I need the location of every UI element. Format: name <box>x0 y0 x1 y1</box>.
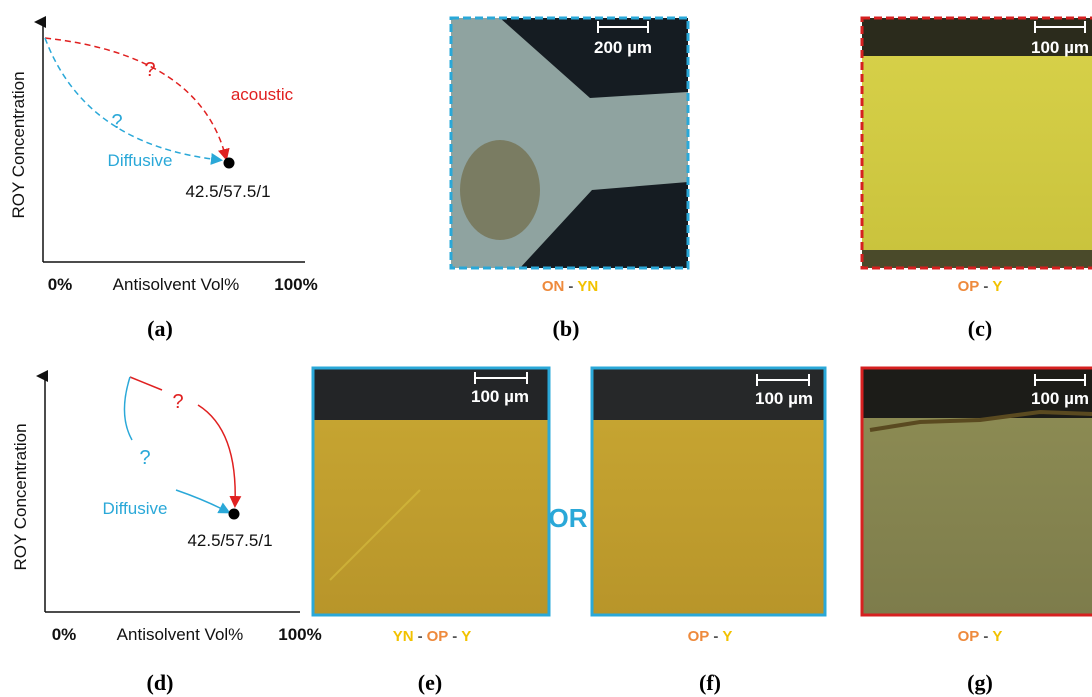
acoustic-path <box>198 405 235 505</box>
caption-part: - <box>568 278 573 295</box>
diagram-d: ? ? Diffusive 42.5/57.5/1 ROY Concentrat… <box>11 376 322 695</box>
diffusive-label: Diffusive <box>103 499 168 518</box>
scale-bar-label: 100 µm <box>1031 38 1089 57</box>
panel-label: (f) <box>699 670 721 695</box>
caption: ON-YN <box>542 278 598 295</box>
question: ? <box>139 447 150 469</box>
panel-label: (c) <box>968 316 992 341</box>
caption-part: Y <box>461 628 471 645</box>
micrograph-c: 100 µm OP-Y (c) <box>862 18 1092 341</box>
caption-part: OP <box>427 628 449 645</box>
diffusive-path <box>176 490 228 512</box>
x-axis-label: Antisolvent Vol% <box>117 625 244 644</box>
caption-part: OP <box>688 628 710 645</box>
caption-part: Y <box>992 278 1002 295</box>
caption-part: ON <box>542 278 565 295</box>
caption-part: - <box>983 628 988 645</box>
x-axis-label: Antisolvent Vol% <box>113 275 240 294</box>
caption-part: Y <box>722 628 732 645</box>
panel-label: (g) <box>967 670 993 695</box>
caption-part: - <box>452 628 457 645</box>
caption: OP-Y <box>958 278 1003 295</box>
micrograph-b: 200 µm ON-YN (b) <box>451 18 688 341</box>
point-label: 42.5/57.5/1 <box>187 531 272 550</box>
or-label: OR <box>549 503 588 533</box>
caption-part: YN <box>577 278 598 295</box>
question: ? <box>144 59 155 81</box>
diffusive-label: Diffusive <box>108 151 173 170</box>
y-axis-label: ROY Concentration <box>11 423 30 570</box>
caption: YN-OP-Y <box>393 628 472 645</box>
caption-part: Y <box>992 628 1002 645</box>
caption: OP-Y <box>688 628 733 645</box>
caption-part: OP <box>958 628 980 645</box>
y-axis-label: ROY Concentration <box>9 71 28 218</box>
panel-label: (b) <box>553 316 580 341</box>
caption-part: - <box>713 628 718 645</box>
point <box>229 509 240 520</box>
scale-bar-label: 100 µm <box>755 389 813 408</box>
figure: ? acoustic ? Diffusive 42.5/57.5/1 ROY C… <box>0 0 1092 697</box>
caption: OP-Y <box>958 628 1003 645</box>
panel-label: (e) <box>418 670 442 695</box>
caption-part: - <box>983 278 988 295</box>
diagram-a: ? acoustic ? Diffusive 42.5/57.5/1 ROY C… <box>9 22 318 341</box>
point <box>224 158 235 169</box>
micrograph-e: 100 µm YN-OP-Y (e) <box>313 368 549 695</box>
x-end: 100% <box>278 625 321 644</box>
caption-part: YN <box>393 628 414 645</box>
acoustic-label: acoustic <box>231 85 294 104</box>
panel-label: (d) <box>147 670 174 695</box>
question: ? <box>111 111 122 133</box>
micrograph-g: 100 µm OP-Y (g) <box>862 368 1092 695</box>
micrograph-f: 100 µm OP-Y (f) <box>592 368 825 695</box>
acoustic-path <box>45 38 226 158</box>
scale-bar-label: 100 µm <box>1031 389 1089 408</box>
question: ? <box>172 391 183 413</box>
panel-label: (a) <box>147 316 173 341</box>
acoustic-path <box>130 377 162 390</box>
diffusive-path <box>124 377 132 440</box>
x-start: 0% <box>52 625 77 644</box>
scale-bar-label: 100 µm <box>471 387 529 406</box>
caption-part: - <box>418 628 423 645</box>
point-label: 42.5/57.5/1 <box>185 182 270 201</box>
x-start: 0% <box>48 275 73 294</box>
scale-bar-label: 200 µm <box>594 38 652 57</box>
caption-part: OP <box>958 278 980 295</box>
x-end: 100% <box>274 275 317 294</box>
